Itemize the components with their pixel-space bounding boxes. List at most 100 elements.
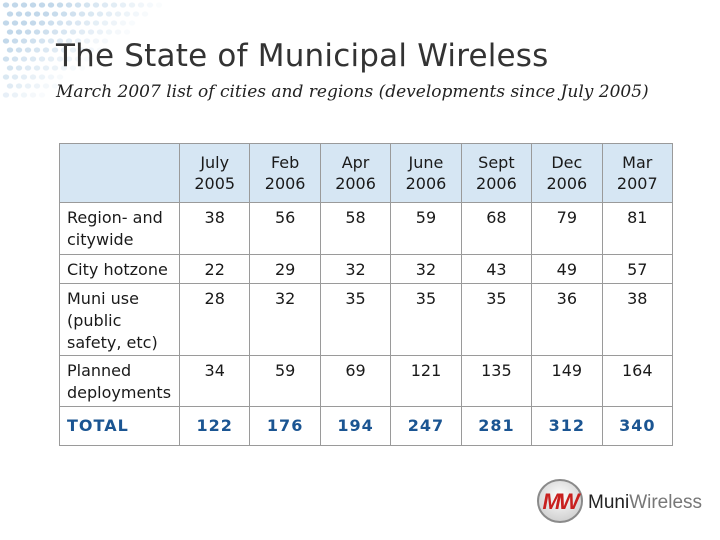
decorative-dot xyxy=(60,47,68,53)
decorative-dot xyxy=(38,2,46,8)
decorative-dot xyxy=(11,2,19,8)
decorative-dot xyxy=(6,11,14,17)
column-year: 2005 xyxy=(194,174,236,193)
table-cell: 34 xyxy=(178,355,251,407)
decorative-dot xyxy=(29,38,37,44)
decorative-dot xyxy=(11,56,19,62)
decorative-dot xyxy=(6,29,14,35)
decorative-dot xyxy=(6,83,14,89)
decorative-dot xyxy=(2,56,10,62)
row-label: Planned deployments xyxy=(59,355,180,407)
decorative-dot xyxy=(56,56,64,62)
table-cell: 164 xyxy=(601,355,674,407)
decorative-dot xyxy=(74,38,82,44)
column-month: Feb xyxy=(270,153,300,172)
decorative-dot xyxy=(119,2,127,8)
table-cell: 59 xyxy=(390,202,462,255)
decorative-dot xyxy=(87,11,95,17)
table-cell: 28 xyxy=(178,283,251,356)
decorative-dot xyxy=(20,74,28,80)
decorative-dot xyxy=(137,2,145,8)
decorative-dot xyxy=(6,47,14,53)
table-cell: 58 xyxy=(319,202,392,255)
decorative-dot xyxy=(15,65,23,71)
decorative-dot xyxy=(47,38,55,44)
decorative-dot xyxy=(24,11,32,17)
table-cell: 135 xyxy=(460,355,533,407)
total-cell: 247 xyxy=(390,406,462,446)
decorative-dot xyxy=(20,20,28,26)
decorative-dot xyxy=(83,56,91,62)
decorative-dot xyxy=(65,56,73,62)
decorative-dot xyxy=(83,20,91,26)
decorative-dot xyxy=(56,74,64,80)
decorative-dot xyxy=(123,29,131,35)
decorative-dot xyxy=(33,11,41,17)
column-header: June 2006 xyxy=(390,143,462,203)
column-header: July 2005 xyxy=(178,143,251,203)
table-cell: 121 xyxy=(390,355,462,407)
table-cell: 68 xyxy=(460,202,533,255)
column-year: 2006 xyxy=(405,174,447,193)
decorative-dot xyxy=(11,38,19,44)
decorative-dot xyxy=(29,56,37,62)
table-row-total: TOTAL 122 176 194 247 281 312 340 xyxy=(59,406,674,446)
decorative-dot xyxy=(87,47,95,53)
decorative-dot xyxy=(69,29,77,35)
decorative-dot xyxy=(2,2,10,8)
decorative-dot xyxy=(83,2,91,8)
decorative-dot xyxy=(60,11,68,17)
column-month: Apr xyxy=(341,153,370,172)
column-year: 2007 xyxy=(616,174,658,193)
decorative-dot xyxy=(101,20,109,26)
decorative-dot xyxy=(51,11,59,17)
decorative-dot xyxy=(47,2,55,8)
column-header: Sept 2006 xyxy=(460,143,533,203)
table-cell: 32 xyxy=(249,283,321,356)
decorative-dot xyxy=(11,74,19,80)
decorative-dot xyxy=(47,20,55,26)
decorative-dot xyxy=(15,47,23,53)
decorative-dot xyxy=(38,20,46,26)
decorative-dot xyxy=(56,38,64,44)
decorative-dot xyxy=(47,56,55,62)
decorative-dot xyxy=(29,20,37,26)
total-cell: 340 xyxy=(601,406,674,446)
decorative-dot xyxy=(92,2,100,8)
decorative-dot xyxy=(51,47,59,53)
decorative-dot xyxy=(29,92,37,98)
decorative-dot xyxy=(155,2,163,8)
column-year: 2006 xyxy=(264,174,306,193)
decorative-dot xyxy=(56,20,64,26)
decorative-dot xyxy=(92,20,100,26)
decorative-dot xyxy=(42,29,50,35)
total-cell: 194 xyxy=(319,406,392,446)
total-cell: 281 xyxy=(460,406,533,446)
table-cell: 57 xyxy=(601,254,674,284)
column-header: Dec 2006 xyxy=(531,143,603,203)
total-cell: 176 xyxy=(249,406,321,446)
decorative-dot xyxy=(42,11,50,17)
decorative-dot xyxy=(114,29,122,35)
municipal-wireless-table: July 2005 Feb 2006 Apr 2006 June 2006 Sept 20… xyxy=(59,143,674,446)
decorative-dot xyxy=(33,83,41,89)
decorative-dot xyxy=(2,74,10,80)
decorative-dot xyxy=(96,29,104,35)
decorative-dot xyxy=(96,47,104,53)
decorative-dot xyxy=(15,11,23,17)
muniwireless-logo: MW MuniWireless xyxy=(537,479,702,523)
row-label: Muni use (public safety, etc) xyxy=(59,283,180,356)
decorative-dot xyxy=(15,29,23,35)
decorative-dot xyxy=(132,11,140,17)
decorative-dot xyxy=(51,29,59,35)
total-cell: 312 xyxy=(531,406,603,446)
logo-wordmark: MuniWireless xyxy=(588,492,702,513)
table-row-planned-deployments: Planned deployments 34 59 69 121 135 149 … xyxy=(59,355,674,407)
decorative-dot xyxy=(20,56,28,62)
decorative-dot xyxy=(128,20,136,26)
decorative-dot xyxy=(15,83,23,89)
decorative-dot xyxy=(24,83,32,89)
decorative-dot xyxy=(20,38,28,44)
row-label: Region- and citywide xyxy=(59,202,180,255)
row-label-total: TOTAL xyxy=(59,406,180,446)
